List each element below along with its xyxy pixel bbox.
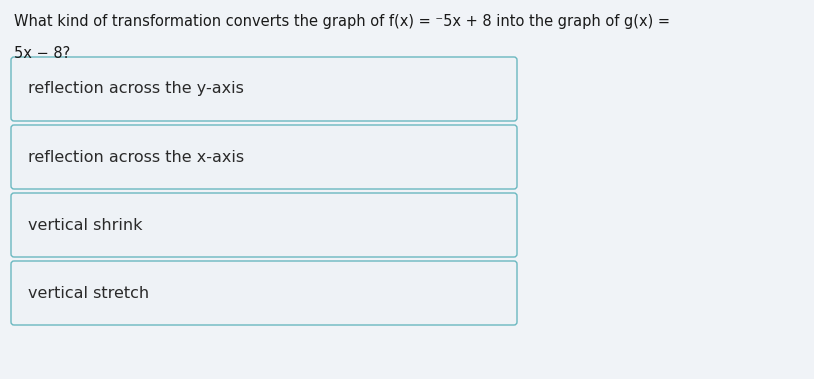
Text: reflection across the y-axis: reflection across the y-axis xyxy=(28,81,244,97)
FancyBboxPatch shape xyxy=(11,261,517,325)
Text: vertical shrink: vertical shrink xyxy=(28,218,142,232)
FancyBboxPatch shape xyxy=(11,57,517,121)
Text: 5x − 8?: 5x − 8? xyxy=(14,46,70,61)
FancyBboxPatch shape xyxy=(11,193,517,257)
Text: reflection across the x-axis: reflection across the x-axis xyxy=(28,149,244,164)
Text: What kind of transformation converts the graph of f(x) = ⁻5x + 8 into the graph : What kind of transformation converts the… xyxy=(14,14,670,29)
Text: vertical stretch: vertical stretch xyxy=(28,285,149,301)
FancyBboxPatch shape xyxy=(11,125,517,189)
